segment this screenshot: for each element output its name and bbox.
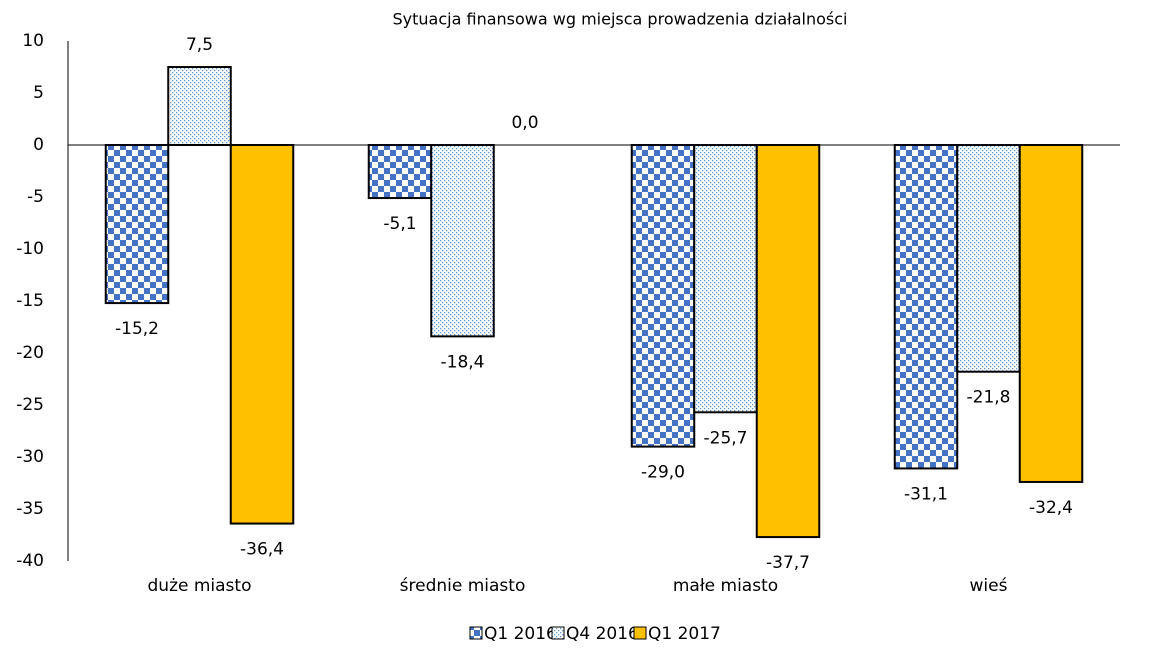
legend-swatch	[633, 626, 647, 640]
data-label: -25,7	[704, 428, 748, 448]
data-label: -37,7	[766, 553, 810, 573]
bar	[229, 144, 295, 525]
data-label: -36,4	[240, 540, 284, 560]
data-label: -5,1	[383, 214, 416, 234]
data-label: -32,4	[1029, 498, 1073, 518]
y-tick-label: 0	[33, 135, 44, 155]
x-tick-label: duże miasto	[148, 576, 252, 596]
y-tick-label: -10	[16, 239, 44, 259]
y-tick-label: -20	[16, 343, 44, 363]
x-tick-label: małe miasto	[673, 576, 778, 596]
legend-label: Q4 2016	[566, 624, 639, 644]
legend-swatch	[469, 626, 483, 640]
x-tick-label: średnie miasto	[400, 576, 526, 596]
bar	[367, 144, 433, 200]
y-tick-label: -30	[16, 447, 44, 467]
bar	[893, 144, 959, 470]
bar	[167, 66, 232, 146]
bar	[104, 144, 170, 305]
bar	[430, 144, 495, 338]
data-label: -18,4	[441, 352, 485, 372]
data-label: -31,1	[904, 484, 948, 504]
y-tick-label: -25	[16, 395, 44, 415]
data-label: -29,0	[641, 463, 685, 483]
data-label: -15,2	[115, 319, 159, 339]
legend-swatch	[551, 626, 565, 640]
legend-label: Q1 2016	[484, 624, 557, 644]
bar	[1018, 144, 1084, 483]
legend-label: Q1 2017	[648, 624, 721, 644]
chart-title: Sytuacja finansowa wg miejsca prowadzeni…	[393, 10, 848, 29]
bar	[956, 144, 1021, 373]
y-tick-label: 10	[22, 31, 44, 51]
y-tick-label: -15	[16, 291, 44, 311]
bar	[630, 144, 696, 448]
data-label: 0,0	[511, 113, 538, 133]
bar	[693, 144, 758, 414]
data-label: -21,8	[967, 388, 1011, 408]
x-tick-label: wieś	[970, 576, 1008, 596]
y-tick-label: -35	[16, 499, 44, 519]
bar	[755, 144, 821, 539]
y-tick-label: -40	[16, 551, 44, 571]
y-tick-label: 5	[33, 83, 44, 103]
data-label: 7,5	[186, 35, 213, 55]
y-tick-label: -5	[27, 187, 44, 207]
